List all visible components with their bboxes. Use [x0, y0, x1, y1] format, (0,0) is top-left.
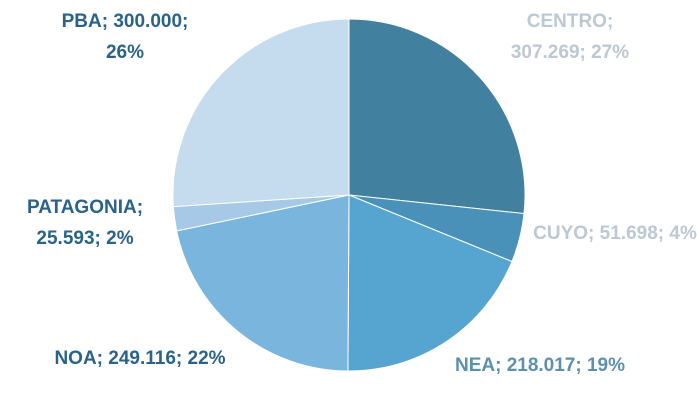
pie-slice — [347, 194, 513, 372]
data-label: NOA; 249.116; 22% — [54, 348, 226, 369]
data-label: CUYO; 51.698; 4% — [533, 223, 697, 244]
data-label: PBA; 300.000; 26% — [61, 11, 189, 63]
data-label: NEA; 218.017; 19% — [454, 355, 626, 376]
data-label: CENTRO; 307.269; 27% — [510, 11, 630, 63]
data-label: PATAGONIA; 25.593; 2% — [26, 197, 144, 249]
pie-slice — [176, 194, 350, 372]
pie-slice — [348, 18, 526, 215]
pie-slice — [172, 18, 350, 208]
